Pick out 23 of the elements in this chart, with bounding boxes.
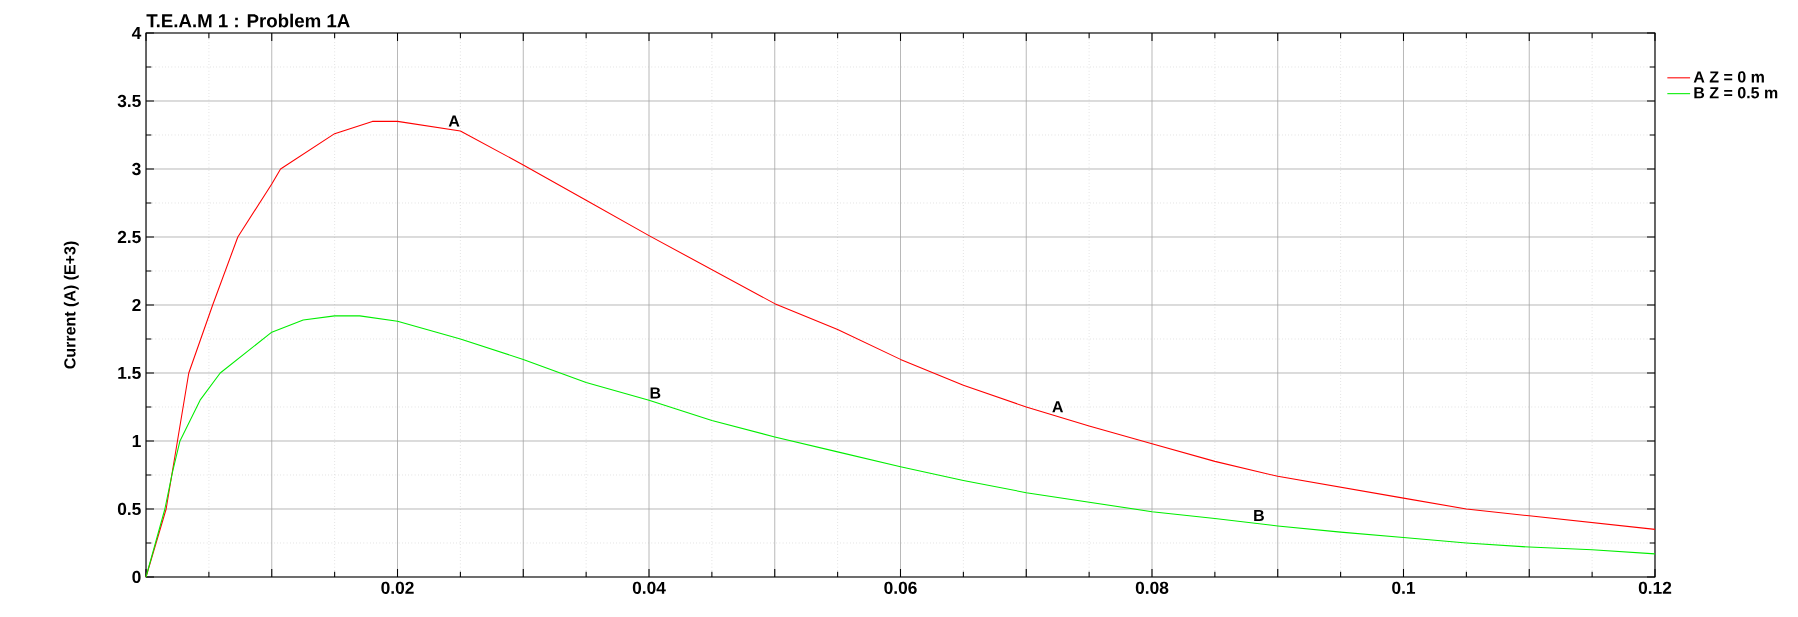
legend-label: B Z = 0.5 m — [1694, 87, 1778, 99]
y-tick-label: 2.5 — [117, 230, 141, 244]
y-tick-label: 0 — [132, 570, 141, 584]
chart-title: T.E.A.M 1 : Problem 1A — [146, 13, 350, 28]
y-tick-label: 3 — [132, 162, 141, 176]
y-tick-label: 0.5 — [117, 502, 141, 516]
x-tick-label: 0.12 — [1638, 581, 1672, 594]
y-tick-label: 4 — [131, 27, 142, 39]
y-tick-label: 1 — [132, 435, 141, 447]
x-tick-label: 0.02 — [381, 581, 414, 594]
annotation: A — [1052, 401, 1064, 413]
annotation: A — [448, 115, 460, 127]
y-tick-label: 1.5 — [118, 366, 141, 380]
x-tick-label: 0.04 — [632, 581, 666, 594]
annotation: B — [1254, 509, 1264, 521]
y-tick-label: 2 — [132, 298, 141, 312]
annotation: B — [650, 387, 661, 399]
y-axis-title: Current (A) (E+3) — [63, 241, 79, 369]
legend-label: A Z = 0 m — [1693, 71, 1764, 83]
x-tick-label: 0.06 — [884, 581, 917, 594]
y-tick-label: 3.5 — [117, 94, 141, 108]
x-tick-label: 0.1 — [1392, 581, 1416, 594]
x-tick-label: 0.08 — [1135, 581, 1169, 594]
